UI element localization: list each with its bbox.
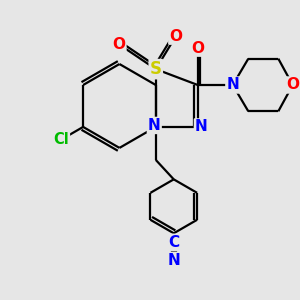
Text: O: O [191,40,204,56]
Text: N: N [148,118,161,133]
Text: Cl: Cl [53,132,69,147]
Text: O: O [112,37,125,52]
Text: N: N [167,253,180,268]
Text: C: C [168,235,179,250]
Text: N: N [195,119,208,134]
Text: O: O [169,29,182,44]
Text: O: O [286,77,299,92]
Text: N: N [226,77,239,92]
Text: S: S [150,60,162,78]
